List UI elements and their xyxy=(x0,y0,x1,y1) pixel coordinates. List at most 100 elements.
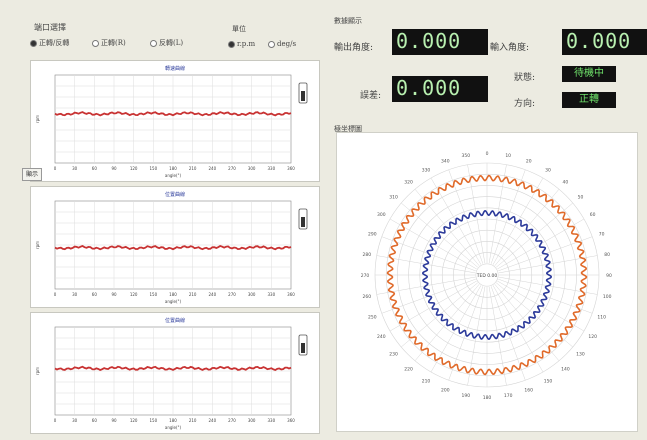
polar-angle-label: 220 xyxy=(404,366,413,372)
polar-angle-label: 320 xyxy=(404,180,413,186)
x-tick-label: 90 xyxy=(111,418,117,423)
polar-angle-label: 20 xyxy=(526,158,532,164)
polar-angle-label: 150 xyxy=(544,379,553,385)
polar-angle-label: 50 xyxy=(578,195,584,201)
x-tick-label: 30 xyxy=(72,292,78,297)
polar-angle-label: 330 xyxy=(422,167,431,173)
polar-panel: 0 10 20 30 40 50 60 70 80 90 100 110 120 130 140 150 160… xyxy=(336,132,638,432)
radio-dot-icon xyxy=(268,40,275,48)
polar-angle-label: 300 xyxy=(377,212,386,218)
x-tick-label: 150 xyxy=(150,166,158,171)
port-option-0[interactable]: 正轉/反轉 xyxy=(30,38,69,48)
polar-angle-label: 260 xyxy=(363,294,372,300)
y-axis-label: rpm xyxy=(35,241,40,249)
x-tick-label: 210 xyxy=(189,166,197,171)
x-tick-label: 330 xyxy=(268,418,276,423)
unit-option-0[interactable]: r.p.m xyxy=(228,40,255,48)
polar-angle-label: 310 xyxy=(389,195,398,201)
angle1-label: 輸出角度: xyxy=(334,43,374,53)
left-panel: 端口選擇 正轉/反轉 正轉(R) 反轉(L) 單位 r.p.m deg/s 轉速… xyxy=(0,0,322,440)
x-tick-label: 30 xyxy=(72,166,78,171)
polar-angle-label: 240 xyxy=(377,334,386,340)
polar-angle-label: 80 xyxy=(604,252,610,258)
x-tick-label: 240 xyxy=(209,166,217,171)
x-tick-label: 300 xyxy=(248,418,256,423)
polar-angle-label: 190 xyxy=(462,393,471,399)
data-line xyxy=(54,245,292,251)
polar-angle-label: 0 xyxy=(486,151,489,157)
polar-angle-label: 340 xyxy=(441,158,450,164)
polar-angle-label: 270 xyxy=(361,273,370,279)
chart-title: 位置曲線 xyxy=(165,317,185,324)
right-panel: 數據顯示 輸出角度: 0.000 輸入角度: 0.000 誤差: 0.000 狀… xyxy=(324,0,647,440)
line-chart-3: 位置曲線 0 30 60 90 120 150 180 210 240 270 300 330 360 an… xyxy=(35,317,308,430)
polar-angle-label: 210 xyxy=(422,379,431,385)
x-tick-label: 150 xyxy=(150,418,158,423)
polar-angle-label: 180 xyxy=(483,395,492,401)
unit-title: 單位 xyxy=(232,25,246,33)
x-tick-label: 210 xyxy=(189,418,197,423)
x-axis-label: angle(°) xyxy=(165,299,182,304)
polar-angle-label: 170 xyxy=(504,393,513,399)
side-button[interactable]: 顯示 xyxy=(22,168,42,181)
radio-dot-icon xyxy=(228,40,235,48)
direction-display: 正轉 xyxy=(562,92,616,108)
polar-angle-label: 120 xyxy=(588,334,597,340)
x-tick-label: 300 xyxy=(248,166,256,171)
status-display: 待機中 xyxy=(562,66,616,82)
x-tick-label: 120 xyxy=(130,292,138,297)
radio-dot-icon xyxy=(92,39,99,47)
x-tick-label: 90 xyxy=(111,292,117,297)
x-tick-label: 210 xyxy=(189,292,197,297)
error-display: 0.000 xyxy=(392,76,488,102)
polar-angle-label: 140 xyxy=(561,366,570,372)
chart-title: 位置曲線 xyxy=(165,191,185,198)
x-tick-label: 60 xyxy=(92,418,98,423)
y-axis-label: rpm xyxy=(35,115,40,123)
data-line xyxy=(54,111,292,117)
x-tick-label: 270 xyxy=(228,418,236,423)
angle1-display: 0.000 xyxy=(392,29,488,55)
polar-chart: 0 10 20 30 40 50 60 70 80 90 100 110 120 130 140 150 160… xyxy=(361,151,612,401)
outer-data-ring xyxy=(386,174,588,376)
polar-angle-label: 110 xyxy=(597,315,606,321)
status-label: 狀態: xyxy=(514,73,536,83)
line-chart-2: 位置曲線 0 30 60 90 120 150 180 210 240 270 300 330 360 an… xyxy=(35,191,308,304)
x-tick-label: 120 xyxy=(130,418,138,423)
unit-option-1[interactable]: deg/s xyxy=(268,40,296,48)
polar-angle-label: 160 xyxy=(524,388,533,394)
chart-panel-2: 位置曲線 0 30 60 90 120 150 180 210 240 270 300 330 360 an… xyxy=(30,186,320,308)
x-tick-label: 300 xyxy=(248,292,256,297)
chart-panel-3: 位置曲線 0 30 60 90 120 150 180 210 240 270 300 330 360 an… xyxy=(30,312,320,434)
inner-data-ring xyxy=(421,209,553,341)
y-axis-label: rpm xyxy=(35,367,40,375)
polar-angle-label: 30 xyxy=(545,167,551,173)
polar-angle-label: 250 xyxy=(368,315,377,321)
x-tick-label: 0 xyxy=(54,292,57,297)
data-line xyxy=(54,365,292,371)
x-tick-label: 90 xyxy=(111,166,117,171)
gauge-fill xyxy=(301,343,305,353)
x-axis-label: angle(°) xyxy=(165,425,182,430)
polar-title: 極坐標圖 xyxy=(334,125,362,133)
port-option-2[interactable]: 反轉(L) xyxy=(150,38,183,48)
port-select-title: 端口選擇 xyxy=(34,23,66,32)
x-tick-label: 120 xyxy=(130,166,138,171)
x-tick-label: 330 xyxy=(268,166,276,171)
radio-dot-icon xyxy=(150,39,157,47)
x-tick-label: 360 xyxy=(287,418,295,423)
polar-angle-label: 230 xyxy=(389,351,398,357)
x-tick-label: 0 xyxy=(54,166,57,171)
gauge-fill xyxy=(301,91,305,101)
x-tick-label: 240 xyxy=(209,292,217,297)
x-tick-label: 360 xyxy=(287,292,295,297)
port-option-1[interactable]: 正轉(R) xyxy=(92,38,126,48)
polar-angle-label: 280 xyxy=(363,252,372,258)
readout-title: 數據顯示 xyxy=(334,17,362,25)
polar-angle-label: 10 xyxy=(505,153,511,159)
direction-label: 方向: xyxy=(514,99,536,109)
x-tick-label: 30 xyxy=(72,418,78,423)
x-tick-label: 60 xyxy=(92,166,98,171)
x-tick-label: 240 xyxy=(209,418,217,423)
chart-title: 轉速曲線 xyxy=(165,65,185,72)
